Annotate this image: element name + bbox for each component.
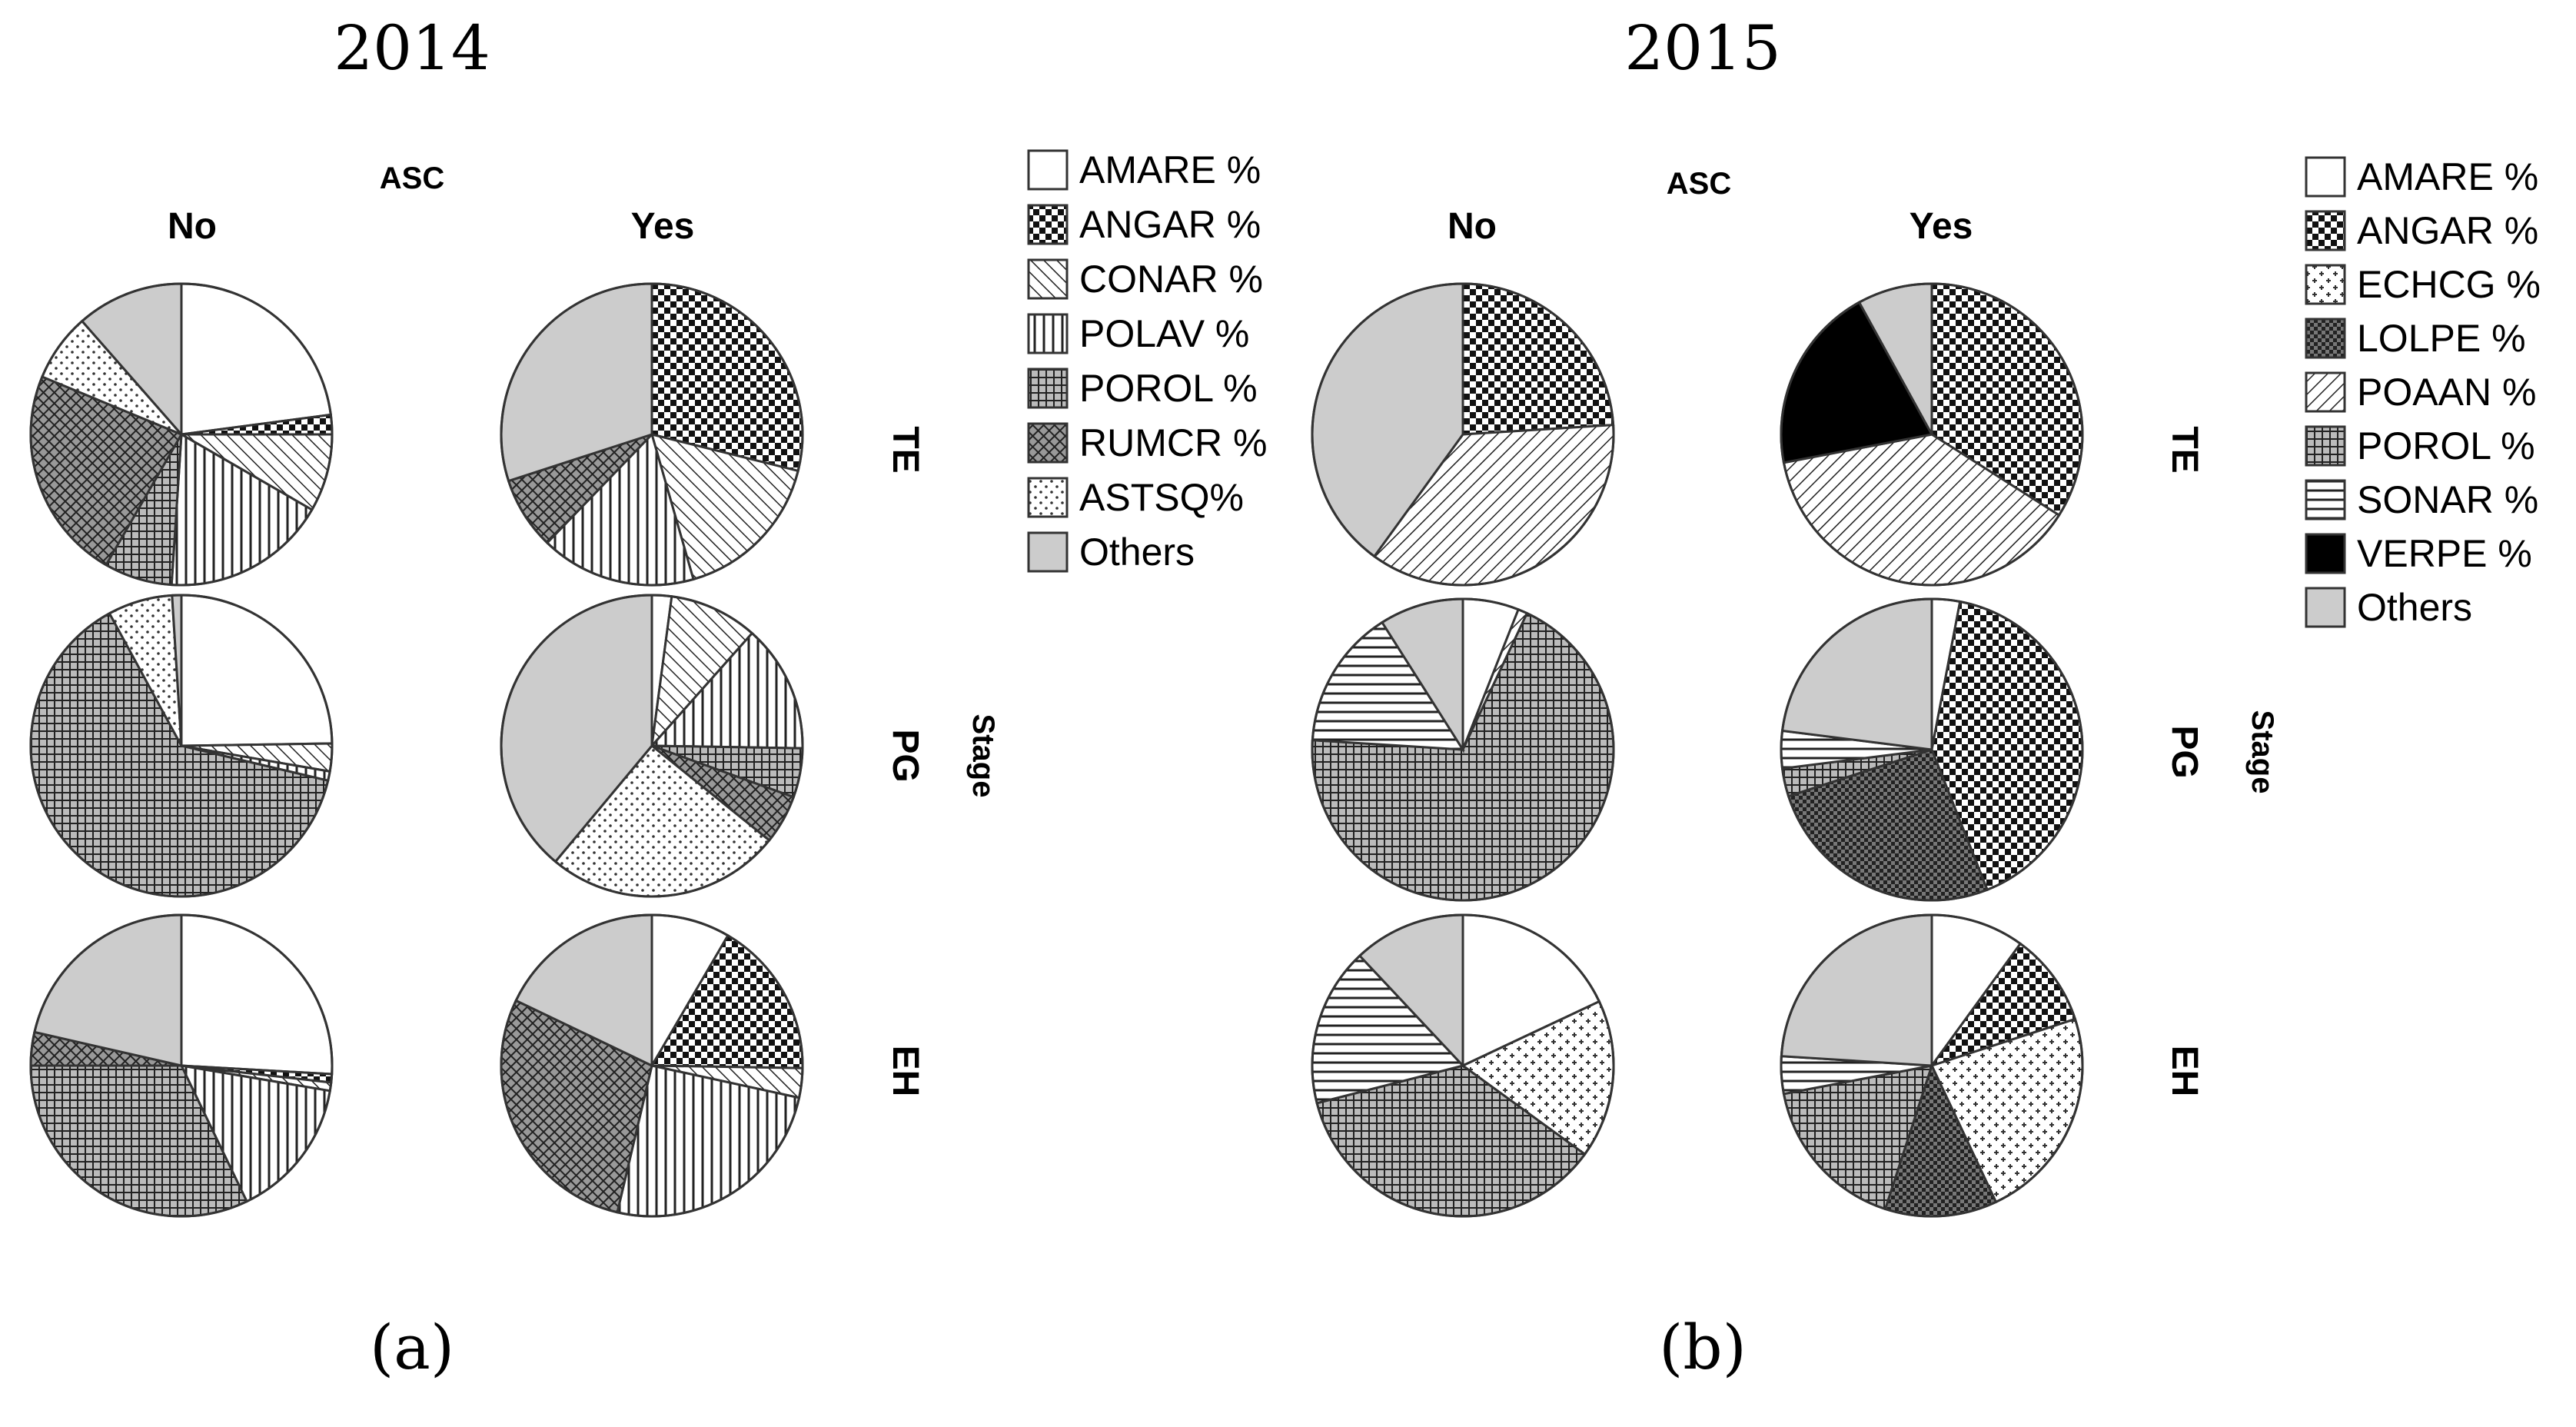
legend-label-others: Others bbox=[2357, 586, 2472, 629]
pie-slice-others bbox=[1780, 913, 1933, 1067]
row-label-te: TE bbox=[2164, 426, 2205, 473]
pie-outline bbox=[1780, 913, 2084, 1218]
legend-swatch-angar bbox=[1027, 204, 1069, 245]
legend-label-porol: POROL % bbox=[2357, 424, 2535, 467]
legend-swatch-astsq bbox=[1027, 477, 1069, 518]
pie-outline bbox=[500, 594, 804, 898]
legend-swatch-others bbox=[1027, 531, 1069, 573]
pie-2015-pg-yes bbox=[1780, 597, 2084, 902]
pie-outline bbox=[500, 282, 804, 587]
row-label-pg: PG bbox=[885, 729, 926, 782]
panel-title: 2014 bbox=[334, 12, 490, 84]
legend-swatch-lolpe bbox=[2305, 318, 2346, 359]
legend-label-lolpe: LOLPE % bbox=[2357, 317, 2526, 360]
legend-label-angar: ANGAR % bbox=[1079, 203, 1261, 246]
legend-label-astsq: ASTSQ% bbox=[1079, 476, 1244, 519]
pie-2015-eh-yes bbox=[1780, 913, 2084, 1218]
legend-swatch-verpe bbox=[2305, 533, 2346, 574]
pie-2014-eh-yes bbox=[500, 913, 804, 1218]
column-header-yes: Yes bbox=[1910, 206, 1973, 247]
pie-slice-amare bbox=[180, 913, 334, 1076]
legend-swatch-angar bbox=[2305, 210, 2346, 251]
pie-outline bbox=[29, 282, 334, 587]
panel-label: (a) bbox=[370, 1312, 454, 1383]
legend-label-poaan: POAAN % bbox=[2357, 371, 2536, 414]
row-label-eh: EH bbox=[2164, 1046, 2205, 1097]
pie-outline bbox=[1311, 597, 1615, 902]
legend-label-angar: ANGAR % bbox=[2357, 209, 2538, 252]
column-header-no: No bbox=[168, 206, 217, 247]
legend-label-verpe: VERPE % bbox=[2357, 532, 2532, 575]
legend-swatch-poaan bbox=[2305, 371, 2346, 413]
legend: AMARE % ANGAR % ECHCG % LOLPE % POAAN % POROL… bbox=[2305, 155, 2541, 629]
panel-2014: 2014 ASC No Yes TE PG EH Stage AMARE % AN… bbox=[168, 12, 1267, 1383]
pie-outline bbox=[1780, 282, 2084, 587]
legend-label-amare: AMARE % bbox=[2357, 155, 2538, 198]
pie-2014-te-yes bbox=[500, 282, 804, 587]
pie-2015-te-yes bbox=[1780, 282, 2084, 587]
legend-label-sonar: SONAR % bbox=[2357, 478, 2538, 521]
legend-swatch-sonar bbox=[2305, 479, 2346, 521]
legend-swatch-amare bbox=[2305, 156, 2346, 198]
legend-label-others: Others bbox=[1079, 531, 1195, 574]
panel-label: (b) bbox=[1659, 1312, 1747, 1383]
legend-label-amare: AMARE % bbox=[1079, 148, 1261, 191]
pie-2014-pg-yes bbox=[500, 594, 804, 898]
legend-swatch-conar bbox=[1027, 258, 1069, 300]
pie-2014-eh-no bbox=[29, 913, 334, 1218]
legend-label-rumcr: RUMCR % bbox=[1079, 421, 1267, 464]
legend-label-conar: CONAR % bbox=[1079, 258, 1263, 301]
row-label-eh: EH bbox=[885, 1046, 926, 1097]
panel-2015: 2015 ASC No Yes TE PG EH Stage AMARE % AN… bbox=[1448, 12, 2541, 1383]
legend-swatch-rumcr bbox=[1027, 422, 1069, 464]
pie-outline bbox=[29, 594, 334, 898]
legend-swatch-amare bbox=[1027, 149, 1069, 191]
pie-2014-te-no bbox=[29, 282, 334, 587]
legend-swatch-polav bbox=[1027, 313, 1069, 354]
pie-2015-pg-no bbox=[1311, 597, 1615, 902]
column-header-no: No bbox=[1448, 206, 1497, 247]
column-group-header: ASC bbox=[1667, 167, 1731, 201]
pie-outline bbox=[1311, 913, 1615, 1218]
pie-slice-amare bbox=[180, 282, 333, 436]
row-label-pg: PG bbox=[2164, 725, 2205, 778]
column-group-header: ASC bbox=[380, 161, 444, 195]
pie-2015-te-no bbox=[1311, 282, 1615, 587]
row-label-te: TE bbox=[885, 426, 926, 473]
row-group-header: Stage bbox=[2245, 710, 2279, 794]
legend-swatch-porol bbox=[1027, 368, 1069, 409]
pie-outline bbox=[29, 913, 334, 1218]
row-group-header: Stage bbox=[966, 714, 1000, 798]
legend-swatch-porol bbox=[2305, 425, 2346, 467]
legend-swatch-echcg bbox=[2305, 264, 2346, 305]
pie-2015-eh-no bbox=[1311, 913, 1615, 1218]
pie-outline bbox=[1311, 282, 1615, 587]
legend-label-porol: POROL % bbox=[1079, 367, 1258, 410]
pie-grid bbox=[29, 282, 2084, 1218]
pie-slice-others bbox=[1780, 597, 1933, 751]
legend: AMARE % ANGAR % CONAR % POLAV % POROL % RUMCR… bbox=[1027, 148, 1267, 574]
pie-slice-amare bbox=[180, 594, 334, 747]
legend-swatch-others bbox=[2305, 587, 2346, 628]
pie-outline bbox=[1780, 597, 2084, 902]
pie-2014-pg-no bbox=[29, 594, 334, 898]
pie-outline bbox=[500, 913, 804, 1218]
legend-label-polav: POLAV % bbox=[1079, 312, 1249, 355]
pie-slice-angar bbox=[1461, 282, 1615, 436]
legend-label-echcg: ECHCG % bbox=[2357, 263, 2541, 306]
panel-title: 2015 bbox=[1624, 12, 1781, 84]
column-header-yes: Yes bbox=[631, 206, 695, 247]
